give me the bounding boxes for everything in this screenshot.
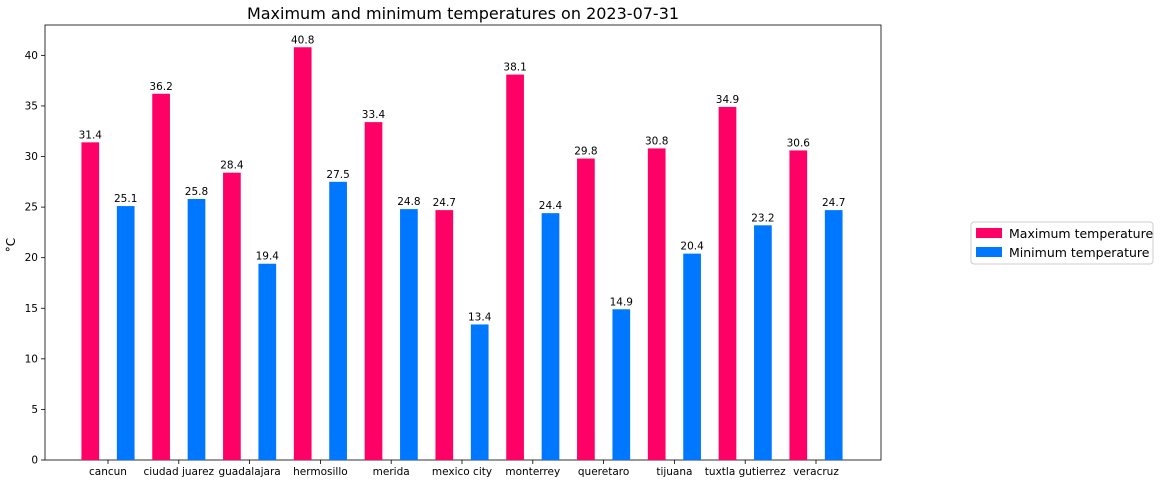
legend-frame [970, 221, 1154, 265]
max-temp-value-label: 36.2 [149, 81, 172, 93]
y-tick-label: 25 [25, 202, 38, 214]
y-tick-label: 10 [25, 353, 38, 365]
min-temp-bar [754, 225, 772, 460]
max-temp-bar [81, 142, 100, 461]
bars-group [81, 47, 843, 461]
max-temp-bar [435, 210, 454, 460]
max-temp-value-label: 38.1 [503, 62, 526, 74]
chart-title: Maximum and minimum temperatures on 2023… [247, 4, 679, 23]
max-temp-bar [718, 106, 737, 460]
max-temp-bar [789, 150, 808, 460]
max-temp-value-label: 34.9 [716, 94, 739, 106]
max-temp-bar [364, 122, 383, 461]
max-temp-bar [223, 172, 241, 460]
y-tick-label: 30 [25, 151, 38, 163]
min-temp-bar [400, 209, 418, 460]
min-temp-bar [258, 263, 277, 460]
x-tick-label: cancun [89, 466, 127, 478]
legend-label-min: Minimum temperature [1009, 245, 1150, 260]
plot-area: 31.4 25.1 36.2 25.8 28.4 19.4 40.8 27.5 33.4 24.8… [25, 24, 882, 478]
y-tick-label: 5 [31, 404, 38, 416]
x-tick-label: tijuana [656, 466, 692, 478]
y-axis: 0 5 10 15 20 25 30 35 40 [25, 50, 45, 467]
y-tick-label: 40 [25, 50, 38, 62]
y-tick-label: 0 [31, 455, 38, 467]
max-temp-value-label: 31.4 [79, 129, 103, 141]
x-tick-label: ciudad juarez [144, 466, 215, 478]
min-temp-value-label: 14.9 [610, 296, 633, 308]
max-temp-value-label: 33.4 [362, 109, 386, 121]
min-temp-value-label: 20.4 [680, 241, 704, 253]
legend: Maximum temperature Minimum temperature [970, 221, 1154, 265]
plot-frame [44, 24, 882, 461]
legend-swatch-min [976, 247, 1002, 257]
min-temp-bar [541, 213, 560, 460]
min-temp-value-label: 27.5 [326, 169, 349, 181]
x-tick-label: tuxtla gutierrez [705, 466, 786, 478]
min-temp-bar [187, 199, 206, 460]
x-tick-label: veracruz [793, 466, 839, 478]
min-temp-value-label: 24.7 [822, 197, 845, 209]
max-temp-bar [506, 74, 524, 461]
min-temp-value-label: 25.1 [114, 193, 137, 205]
min-temp-value-label: 24.8 [397, 196, 420, 208]
x-tick-label: monterrey [505, 466, 560, 478]
y-tick-label: 20 [25, 252, 38, 264]
min-temp-bar [329, 181, 347, 461]
x-tick-label: guadalajara [218, 466, 280, 478]
min-temp-value-label: 24.4 [539, 200, 563, 212]
x-tick-label: queretaro [578, 466, 629, 478]
x-tick-label: mexico city [432, 466, 492, 478]
legend-label-max: Maximum temperature [1009, 226, 1153, 241]
max-temp-value-label: 24.7 [433, 197, 456, 209]
min-temp-bar [683, 253, 701, 460]
min-temp-bar [612, 309, 631, 460]
max-temp-value-label: 40.8 [291, 34, 314, 46]
min-temp-value-label: 23.2 [751, 212, 774, 224]
min-temp-value-label: 25.8 [185, 186, 208, 198]
max-temp-value-label: 30.6 [787, 137, 811, 149]
data-labels-group: 31.4 25.1 36.2 25.8 28.4 19.4 40.8 27.5 33.4 24.8… [79, 34, 846, 323]
min-temp-bar [824, 210, 843, 460]
x-tick-label: merida [373, 466, 410, 478]
max-temp-value-label: 28.4 [220, 160, 244, 172]
max-temp-value-label: 30.8 [645, 135, 668, 147]
max-temp-bar [577, 158, 595, 460]
min-temp-bar [470, 324, 489, 460]
y-tick-label: 35 [25, 100, 38, 112]
max-temp-value-label: 29.8 [574, 146, 597, 158]
min-temp-value-label: 19.4 [256, 251, 280, 263]
x-axis: cancun ciudad juarez guadalajara hermosillo… [89, 460, 839, 478]
max-temp-bar [152, 93, 170, 460]
legend-swatch-max [976, 228, 1002, 238]
min-temp-value-label: 13.4 [468, 311, 492, 323]
x-tick-label: hermosillo [293, 466, 348, 478]
min-temp-bar [116, 206, 135, 460]
y-tick-label: 15 [25, 303, 38, 315]
max-temp-bar [293, 47, 312, 461]
y-axis-label: °C [4, 238, 18, 252]
max-temp-bar [647, 148, 666, 460]
